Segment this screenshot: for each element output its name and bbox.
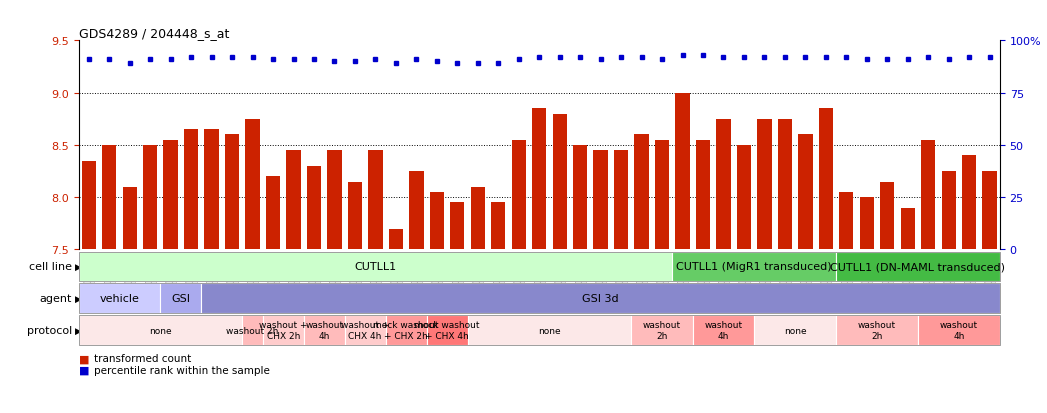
Bar bbox=[491, 203, 506, 250]
Bar bbox=[778, 119, 793, 250]
Bar bbox=[348, 182, 362, 250]
Bar bbox=[982, 172, 997, 250]
Text: percentile rank within the sample: percentile rank within the sample bbox=[94, 365, 270, 375]
Text: mock washout
+ CHX 4h: mock washout + CHX 4h bbox=[415, 321, 480, 340]
Text: GSI 3d: GSI 3d bbox=[582, 294, 619, 304]
Bar bbox=[900, 208, 915, 250]
Bar bbox=[819, 109, 833, 250]
Text: GDS4289 / 204448_s_at: GDS4289 / 204448_s_at bbox=[79, 27, 229, 40]
Text: ■: ■ bbox=[79, 365, 89, 375]
Bar bbox=[737, 146, 751, 250]
Bar bbox=[839, 192, 853, 250]
Text: ▶: ▶ bbox=[75, 326, 83, 335]
Bar bbox=[654, 140, 669, 250]
Bar bbox=[286, 151, 300, 250]
Bar bbox=[102, 146, 116, 250]
Bar bbox=[369, 151, 382, 250]
Text: vehicle: vehicle bbox=[99, 294, 139, 304]
Text: washout +
CHX 4h: washout + CHX 4h bbox=[341, 321, 389, 340]
Bar bbox=[307, 166, 321, 250]
Text: ■: ■ bbox=[79, 354, 89, 363]
Bar bbox=[388, 229, 403, 250]
Bar bbox=[143, 146, 157, 250]
Bar bbox=[716, 119, 731, 250]
Text: washout 2h: washout 2h bbox=[226, 326, 279, 335]
Bar bbox=[962, 156, 977, 250]
Bar bbox=[266, 177, 281, 250]
Bar bbox=[184, 130, 198, 250]
Text: washout +
CHX 2h: washout + CHX 2h bbox=[259, 321, 308, 340]
Bar bbox=[225, 135, 240, 250]
Text: washout
2h: washout 2h bbox=[857, 321, 896, 340]
Bar bbox=[82, 161, 96, 250]
Text: washout
4h: washout 4h bbox=[305, 321, 343, 340]
Text: washout
2h: washout 2h bbox=[643, 321, 682, 340]
Text: washout
4h: washout 4h bbox=[705, 321, 742, 340]
Text: CUTLL1 (DN-MAML transduced): CUTLL1 (DN-MAML transduced) bbox=[830, 262, 1005, 272]
Text: none: none bbox=[149, 326, 172, 335]
Bar bbox=[696, 140, 710, 250]
Text: CUTLL1: CUTLL1 bbox=[354, 262, 397, 272]
Text: ▶: ▶ bbox=[75, 262, 83, 271]
Bar bbox=[573, 146, 587, 250]
Bar bbox=[328, 151, 341, 250]
Bar bbox=[921, 140, 935, 250]
Text: agent: agent bbox=[40, 294, 72, 304]
Bar bbox=[860, 198, 874, 250]
Bar bbox=[470, 188, 485, 250]
Text: washout
4h: washout 4h bbox=[940, 321, 978, 340]
Bar bbox=[122, 188, 137, 250]
Text: CUTLL1 (MigR1 transduced): CUTLL1 (MigR1 transduced) bbox=[676, 262, 832, 272]
Bar bbox=[409, 172, 424, 250]
Bar bbox=[798, 135, 812, 250]
Bar bbox=[594, 151, 608, 250]
Bar bbox=[553, 114, 566, 250]
Bar bbox=[450, 203, 465, 250]
Text: none: none bbox=[538, 326, 561, 335]
Bar bbox=[512, 140, 526, 250]
Text: mock washout
+ CHX 2h: mock washout + CHX 2h bbox=[374, 321, 439, 340]
Text: ▶: ▶ bbox=[75, 294, 83, 303]
Bar bbox=[429, 192, 444, 250]
Bar bbox=[757, 119, 772, 250]
Bar bbox=[634, 135, 649, 250]
Bar bbox=[614, 151, 628, 250]
Text: cell line: cell line bbox=[29, 262, 72, 272]
Bar bbox=[941, 172, 956, 250]
Bar bbox=[245, 119, 260, 250]
Bar bbox=[675, 93, 690, 250]
Text: none: none bbox=[784, 326, 806, 335]
Bar bbox=[881, 182, 894, 250]
Text: GSI: GSI bbox=[172, 294, 191, 304]
Bar bbox=[532, 109, 547, 250]
Bar bbox=[204, 130, 219, 250]
Bar bbox=[163, 140, 178, 250]
Text: protocol: protocol bbox=[27, 325, 72, 335]
Text: transformed count: transformed count bbox=[94, 354, 192, 363]
